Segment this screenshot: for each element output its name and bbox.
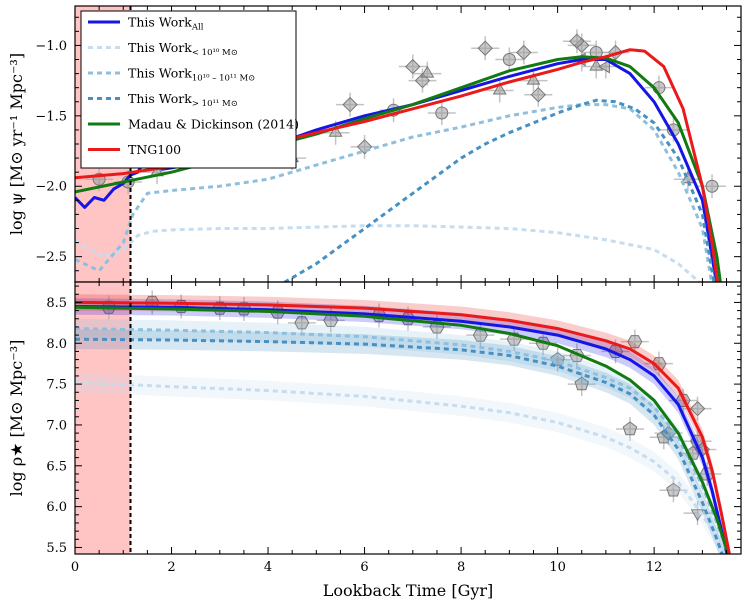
x-tick-label: 6	[360, 560, 368, 575]
bot-obs-point-diamond	[689, 400, 706, 417]
bot-axes-frame	[74, 281, 742, 555]
bot-obs-point-pentagon	[622, 421, 638, 436]
bot-series-line	[75, 337, 724, 554]
top-y-tick-label: −2.0	[35, 180, 67, 195]
bot-series-line	[75, 305, 730, 554]
top-y-tick-label: −1.5	[35, 109, 67, 124]
top-obs-point-diamond	[405, 58, 421, 75]
bot-band	[75, 372, 728, 554]
bot-obs-point-hexagon	[294, 316, 310, 330]
top-y-axis-label: log ψ [M⊙ yr⁻¹ Mpc⁻³]	[7, 53, 26, 235]
top-series-line	[281, 98, 716, 282]
top-obs-point-diamond	[342, 96, 358, 113]
top-obs-point-left-triangle	[597, 59, 610, 74]
bot-series-line	[75, 327, 730, 554]
bot-y-tick-label: 8.0	[46, 337, 67, 352]
bot-series-line	[75, 381, 726, 554]
x-tick-label: 2	[167, 560, 175, 575]
sfr-panel: −1.0 −1.5 −2.0 −2.5 log ψ [M⊙ yr⁻¹ Mpc⁻³]	[7, 5, 742, 283]
top-obs-point-triangle	[526, 72, 541, 85]
top-obs-point-diamond	[477, 40, 493, 56]
bot-y-tick-label: 5.5	[46, 541, 67, 556]
bot-series-line	[75, 305, 729, 554]
bot-series-line	[75, 300, 731, 554]
top-obs-point-triangle	[328, 124, 343, 137]
top-obs-point-circle	[502, 53, 516, 67]
legend-label-tng: TNG100	[128, 142, 181, 157]
bot-y-tick-label: 6.0	[46, 500, 67, 515]
x-tick-label: 4	[264, 560, 272, 575]
bot-y-tick-label: 6.5	[46, 459, 67, 474]
bot-y-tick-label: 7.0	[46, 418, 67, 433]
top-series-line	[75, 224, 702, 282]
x-tick-label: 0	[71, 560, 79, 575]
top-series-line	[75, 58, 718, 282]
bot-obs-point-pentagon	[574, 376, 589, 391]
legend-label-md14: Madau & Dickinson (2014)	[128, 117, 299, 132]
top-obs-point-triangle	[492, 82, 507, 95]
top-obs-point-circle	[435, 106, 449, 120]
legend-label-all: This WorkAll	[128, 15, 204, 33]
top-series-line	[75, 103, 714, 282]
bot-y-axis-label: log ρ★ [M⊙ Mpc⁻³]	[7, 340, 26, 497]
top-obs-point-diamond	[516, 44, 532, 61]
bot-obs-point-hexagon	[627, 335, 643, 349]
x-axis-label: Lookback Time [Gyr]	[323, 581, 494, 600]
bot-y-tick-label: 8.5	[46, 296, 67, 311]
x-tick-label: 12	[646, 560, 663, 575]
top-obs-point-diamond	[569, 33, 585, 49]
top-obs-point-circle	[705, 179, 719, 193]
top-obs-point-triangle	[420, 65, 435, 78]
top-y-tick-label: −1.0	[35, 39, 67, 54]
x-tick-label: 8	[457, 560, 465, 575]
top-obs-point-triangle	[589, 58, 604, 71]
legend-box	[80, 10, 297, 169]
stellar-mass-density-panel: 5.5 6.0 6.5 7.0 7.5 8.0 8.5 0 2 4 6 8 10 12 log ρ★ [M⊙…	[7, 281, 742, 600]
x-tick-label: 10	[549, 560, 566, 575]
bot-obs-point-pentagon	[666, 482, 681, 497]
top-y-tick-label: −2.5	[35, 250, 67, 265]
bot-y-tick-label: 7.5	[46, 378, 67, 393]
bot-plot-area	[75, 282, 732, 554]
